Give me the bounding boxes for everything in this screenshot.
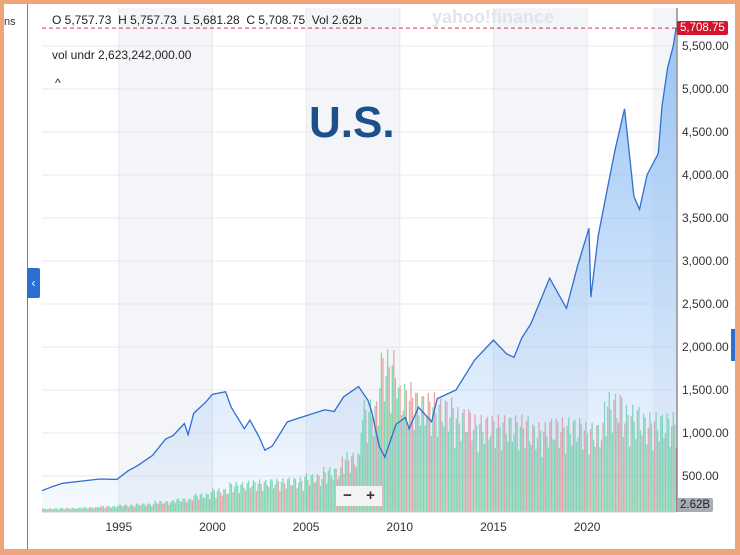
volume-bar	[675, 448, 678, 512]
collapse-indicators-button[interactable]: ^	[55, 76, 61, 90]
price-area	[42, 28, 677, 513]
x-tick-label: 2015	[480, 520, 507, 534]
last-volume-badge: 2.62B	[677, 498, 714, 512]
collapse-sidebar-button[interactable]: ‹	[27, 268, 40, 298]
volume-bar	[386, 349, 389, 512]
ohlc-readout: O 5,757.73 H 5,757.73 L 5,681.28 C 5,708…	[52, 13, 362, 27]
chevron-left-icon: ‹	[31, 276, 36, 290]
y-tick-label: 500.00	[682, 469, 719, 483]
y-tick-label: 3,000.00	[682, 254, 729, 268]
zoom-controls: − +	[336, 486, 382, 506]
high-value: H 5,757.73	[118, 13, 177, 27]
x-tick-label: 1995	[105, 520, 133, 534]
volume-bar	[385, 375, 387, 512]
y-tick-label: 5,000.00	[682, 82, 729, 96]
close-value: C 5,708.75	[246, 13, 306, 27]
volume-value: Vol 2.62b	[311, 13, 362, 27]
zoom-out-button[interactable]: −	[343, 487, 352, 504]
low-value: L 5,681.28	[183, 13, 240, 27]
volume-bar	[388, 366, 390, 512]
right-panel-handle[interactable]	[731, 329, 735, 361]
y-tick-label: 2,000.00	[682, 340, 729, 354]
y-tick-label: 3,500.00	[682, 211, 729, 225]
yahoo-finance-watermark: yahoo!finance	[432, 7, 555, 27]
vol-undr-readout: vol undr 2,623,242,000.00	[52, 48, 192, 62]
zoom-in-button[interactable]: +	[366, 487, 375, 504]
volume-bar	[382, 358, 384, 512]
x-tick-label: 2005	[292, 520, 320, 534]
open-value: O 5,757.73	[52, 13, 112, 27]
x-tick-label: 2000	[199, 520, 226, 534]
x-tick-label: 2020	[573, 520, 601, 534]
y-tick-label: 5,500.00	[682, 39, 729, 53]
last-price-badge: 5,708.75	[677, 21, 728, 35]
y-tick-label: 4,000.00	[682, 168, 729, 182]
y-tick-label: 2,500.00	[682, 297, 729, 311]
y-tick-label: 1,500.00	[682, 383, 729, 397]
y-tick-label: 4,500.00	[682, 125, 729, 139]
volume-bar	[380, 352, 383, 512]
overlay-title: U.S.	[309, 98, 395, 147]
price-line	[41, 27, 677, 492]
y-tick-label: 1,000.00	[682, 426, 729, 440]
x-tick-label: 2010	[386, 520, 414, 534]
left-panel-text: ns	[4, 16, 16, 28]
